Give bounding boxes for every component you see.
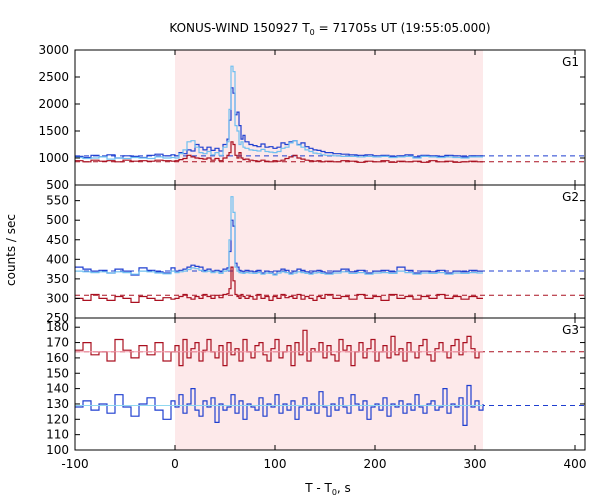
y-tick-label: 170 [46, 336, 69, 350]
panel-frame [74, 317, 586, 451]
chart-title: KONUS-WIND 150927 T0 = 71705s UT (19:55:… [169, 21, 490, 37]
y-axis-label: counts / sec [4, 214, 18, 286]
y-tick-label: 100 [46, 443, 69, 457]
y-tick-label: 110 [46, 428, 69, 442]
highlight-interval [175, 185, 483, 318]
series-line-data [75, 196, 483, 276]
y-tick-label: 2000 [38, 97, 69, 111]
panel-label: G2 [562, 190, 579, 204]
panels-group: 50010001500200025003000G1250300350400450… [38, 43, 586, 471]
x-tick-label: 200 [364, 457, 387, 471]
y-tick-label: 300 [46, 291, 69, 305]
series-line-data [75, 329, 483, 367]
y-tick-label: 550 [46, 194, 69, 208]
x-tick-label: -100 [61, 457, 88, 471]
x-tick-label: 300 [464, 457, 487, 471]
y-tick-label: 140 [46, 382, 69, 396]
x-tick-label: 0 [171, 457, 179, 471]
series-line-data [75, 87, 483, 159]
y-tick-label: 3000 [38, 43, 69, 57]
x-tick-label: 400 [564, 457, 587, 471]
y-tick-label: 450 [46, 233, 69, 247]
y-tick-label: 400 [46, 252, 69, 266]
x-tick-label: 100 [264, 457, 287, 471]
panel-label: G1 [562, 55, 579, 69]
y-tick-label: 120 [46, 412, 69, 426]
y-tick-label: 500 [46, 213, 69, 227]
series-line-data [75, 141, 483, 163]
y-tick-label: 1500 [38, 124, 69, 138]
y-tick-label: 350 [46, 272, 69, 286]
y-tick-label: 180 [46, 320, 69, 334]
series-line-data [75, 219, 483, 276]
highlight-interval [175, 318, 483, 450]
y-tick-label: 150 [46, 366, 69, 380]
panel-label: G3 [562, 323, 579, 337]
y-tick-label: 250 [46, 311, 69, 325]
y-tick-label: 160 [46, 351, 69, 365]
panel-g2: 250 300 350 400 450 500 550 G2 [46, 184, 586, 325]
highlight-interval [175, 50, 483, 185]
y-tick-label: 1000 [38, 151, 69, 165]
x-axis-label: T - T0, s [304, 481, 351, 497]
y-tick-label: 2500 [38, 70, 69, 84]
y-tick-label: 130 [46, 397, 69, 411]
series-line-data [75, 266, 483, 303]
y-tick-label: 500 [46, 178, 69, 192]
series-line-data [75, 65, 483, 160]
series-line-data [75, 384, 484, 426]
panel-g1: 500 1000 1500 2000 2500 3000 G1 [38, 43, 586, 192]
